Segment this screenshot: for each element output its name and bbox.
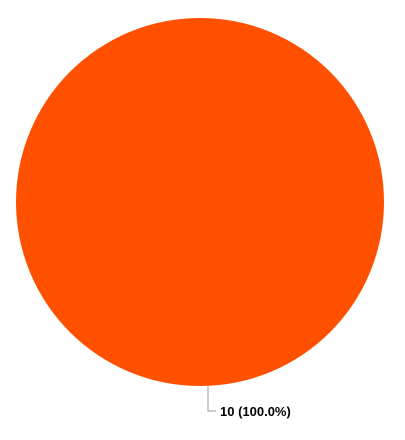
slices-layer (16, 18, 384, 386)
label-leader-line (207, 386, 216, 412)
slice-data-label: 10 (100.0%) (220, 404, 291, 419)
labels-layer: 10 (100.0%) (207, 386, 291, 419)
pie-slice (16, 18, 384, 386)
